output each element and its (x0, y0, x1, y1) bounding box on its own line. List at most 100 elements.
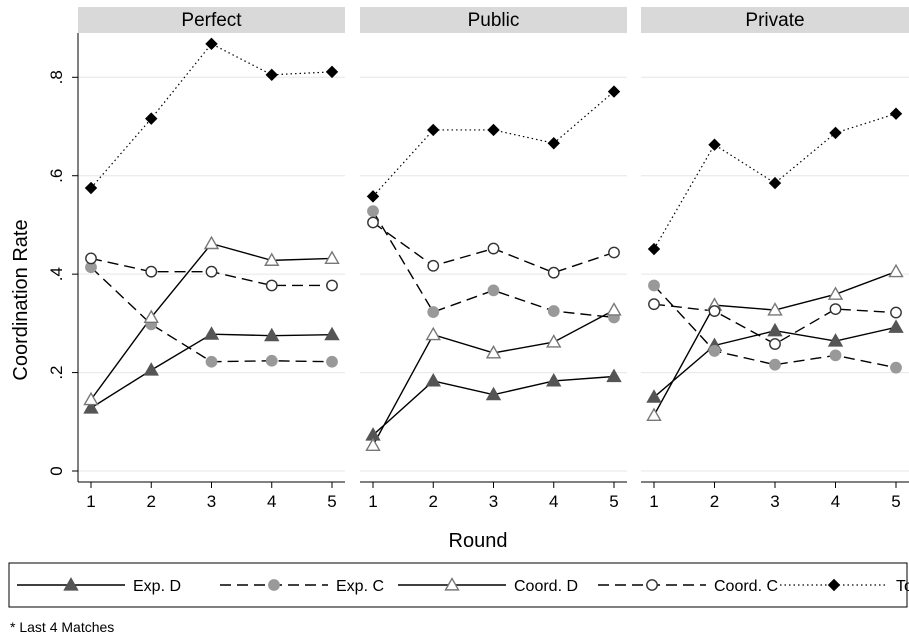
point-exp_c (326, 355, 338, 368)
point-total (84, 181, 98, 195)
legend-marker (646, 579, 658, 591)
point-exp_c (890, 361, 902, 374)
point-total (205, 37, 218, 51)
point-exp_d (143, 362, 159, 376)
point-exp_c (547, 305, 560, 317)
point-coord_d (888, 263, 904, 278)
point-total (547, 137, 560, 150)
point-coord_d (143, 309, 159, 324)
series-line-exp_c (653, 284, 897, 369)
point-coord_d (546, 334, 562, 348)
point-exp_c (648, 279, 660, 292)
legend-item-total: Total (780, 578, 909, 595)
point-exp_d (485, 386, 502, 401)
point-total (487, 123, 500, 137)
point-exp_d (203, 326, 220, 340)
footnote: * Last 4 Matches (10, 619, 114, 635)
point-coord_c (829, 303, 842, 315)
y-tick-label: .6 (47, 169, 66, 183)
point-coord_d (83, 391, 99, 406)
x-tick-label: 3 (207, 492, 216, 511)
legend-marker (63, 577, 79, 591)
x-tick-label: 2 (710, 492, 719, 511)
x-tick-label: 3 (770, 492, 779, 511)
panel-strip (641, 7, 909, 33)
legend-item-coord_d: Coord. D (398, 577, 578, 595)
y-axis-title: Coordination Rate (10, 219, 32, 380)
point-coord_c (145, 265, 158, 278)
point-exp_d (425, 373, 441, 387)
point-total (708, 138, 721, 151)
legend-marker (444, 577, 460, 591)
point-coord_d (264, 252, 280, 266)
point-total (366, 190, 380, 203)
point-total (768, 176, 782, 190)
point-exp_c (265, 354, 278, 367)
point-exp_c (427, 306, 440, 318)
point-total (829, 126, 842, 140)
legend-marker (827, 578, 841, 592)
point-exp_d (888, 319, 904, 333)
point-coord_d (425, 326, 441, 341)
point-exp_d (83, 400, 99, 414)
point-total (265, 68, 278, 82)
x-tick-label: 1 (649, 492, 658, 511)
point-coord_c (85, 252, 97, 265)
x-tick-label: 4 (267, 492, 276, 511)
panel-strip (360, 7, 627, 33)
chart-panels: Perfect 0 .2 .4 .6 .8 1 2 3 4 5 Public 1 2 3 4 5 Private 1… (47, 7, 909, 511)
panel-strip (78, 7, 345, 33)
panel-public: Public 1 2 3 4 5 (360, 7, 627, 511)
x-tick-label: 1 (368, 492, 377, 511)
point-coord_c (487, 242, 500, 255)
legend-item-coord_c: Coord. C (598, 578, 778, 595)
x-tick-label: 4 (831, 492, 840, 511)
point-exp_d (827, 333, 844, 347)
point-exp_c (769, 358, 781, 371)
point-coord_c (367, 216, 379, 229)
point-exp_c (487, 284, 500, 297)
point-exp_d (767, 322, 783, 337)
x-tick-label: 5 (609, 492, 618, 511)
x-tick-label: 5 (327, 492, 336, 511)
legend-label: Coord. D (514, 578, 578, 595)
panel-title: Perfect (181, 10, 242, 31)
y-tick-label: .2 (47, 365, 66, 379)
point-exp_c (708, 345, 721, 357)
legend-marker (268, 579, 280, 591)
series-line-exp_c (372, 210, 615, 319)
point-coord_d (767, 302, 783, 316)
y-tick-label: 0 (47, 466, 66, 475)
point-total (145, 112, 158, 125)
point-exp_d (546, 373, 562, 387)
point-exp_d (324, 326, 340, 341)
point-total (325, 65, 339, 79)
point-exp_c (829, 349, 842, 362)
y-tick-label: .8 (47, 70, 66, 84)
legend-items: Exp. D Exp. C Coord. D Coord. C Total (17, 577, 909, 595)
x-tick-label: 3 (489, 492, 498, 511)
point-coord_c (205, 265, 218, 278)
x-axis-title: Round (449, 530, 508, 552)
point-coord_c (708, 305, 721, 317)
point-coord_d (203, 235, 220, 250)
point-coord_c (427, 259, 440, 272)
x-tick-label: 5 (891, 492, 900, 511)
y-tick-label: .4 (47, 267, 66, 281)
point-exp_d (646, 389, 662, 403)
legend: Exp. D Exp. C Coord. D Coord. C Total (8, 562, 909, 608)
point-total (607, 85, 621, 98)
point-exp_c (205, 355, 218, 368)
point-exp_d (264, 327, 280, 342)
panel-private: Private 1 2 3 4 5 (641, 7, 909, 511)
legend-label: Coord. C (714, 578, 778, 595)
legend-label: Exp. D (133, 578, 181, 595)
point-coord_c (890, 306, 902, 319)
point-coord_c (648, 298, 660, 311)
legend-item-exp_d: Exp. D (17, 577, 181, 595)
point-total (647, 242, 661, 256)
x-tick-label: 1 (86, 492, 95, 511)
point-coord_d (827, 286, 844, 300)
point-total (427, 123, 440, 137)
